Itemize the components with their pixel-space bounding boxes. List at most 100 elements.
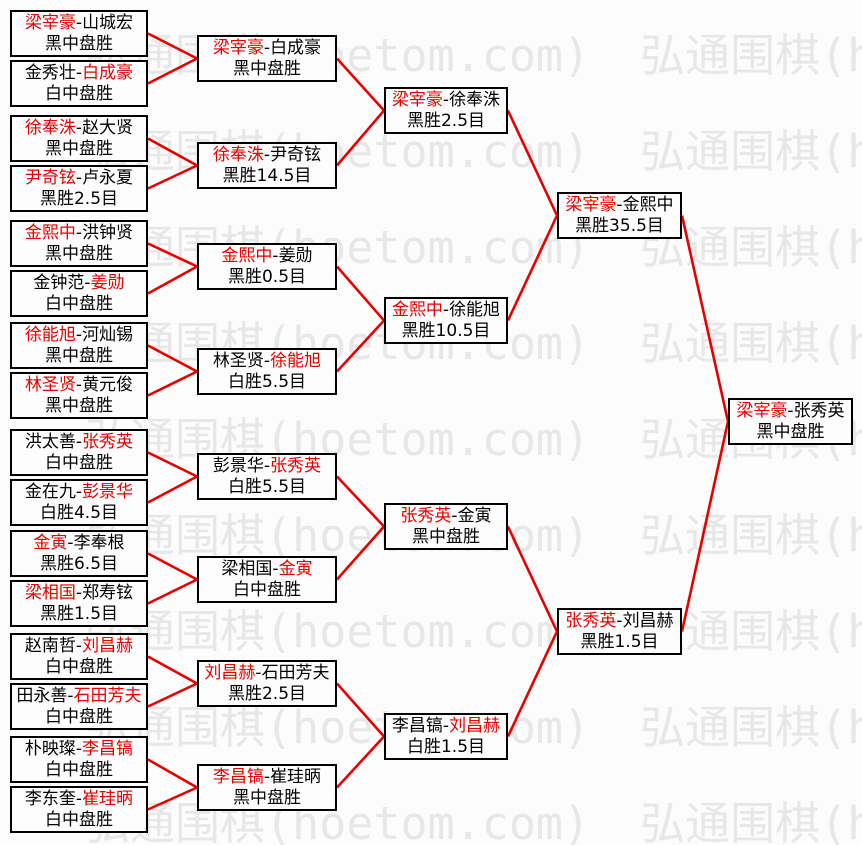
vs-dash: - bbox=[263, 766, 271, 787]
vs-dash: - bbox=[616, 610, 623, 631]
match-r3-m1: 梁宰豪-徐奉洙 黑胜2.5目 bbox=[384, 87, 508, 134]
vs-dash: - bbox=[272, 558, 279, 579]
player-name: 郑寿铉 bbox=[82, 582, 134, 603]
player-name: 赵大贤 bbox=[82, 117, 134, 138]
player-name: 黄元俊 bbox=[82, 374, 134, 395]
player-name: 梁宰豪 bbox=[24, 12, 76, 33]
vs-dash: - bbox=[75, 324, 83, 345]
match-r3-m2: 金熙中-徐能旭 黑胜10.5目 bbox=[384, 297, 508, 344]
player-name: 尹奇铉 bbox=[24, 167, 76, 188]
player-name: 徐能旭 bbox=[24, 324, 76, 345]
player-name: 金熙中 bbox=[391, 299, 443, 320]
watermark-text: 弘通围棋(hoetom.com) bbox=[85, 221, 591, 274]
player-name: 林圣贤 bbox=[24, 374, 76, 395]
match-result: 白胜5.5目 bbox=[227, 371, 307, 392]
vs-dash: - bbox=[255, 662, 262, 683]
match-r3-m3: 张秀英-金寅 黑中盘胜 bbox=[384, 503, 508, 550]
match-result: 白中盘胜 bbox=[45, 293, 113, 314]
player-name: 金寅 bbox=[278, 558, 313, 579]
vs-dash: - bbox=[75, 431, 83, 452]
match-r4-m2: 张秀英-刘昌赫 黑胜1.5目 bbox=[557, 608, 682, 655]
player-name: 张秀英 bbox=[400, 505, 452, 526]
match-r1-m15: 朴映璨-李昌镐 白中盘胜 bbox=[10, 736, 148, 783]
match-r1-m7: 徐能旭-河灿锡 黑中盘胜 bbox=[10, 322, 148, 369]
player-name: 金熙中 bbox=[24, 222, 76, 243]
player-name: 徐奉洙 bbox=[24, 117, 76, 138]
watermark-text: 弘通围棋(hoetom.com) bbox=[640, 29, 862, 82]
watermark-text: 弘通围棋(hoetom.com) bbox=[85, 413, 591, 466]
player-name: 徐奉洙 bbox=[212, 144, 264, 165]
player-name: 姜勋 bbox=[90, 272, 125, 293]
match-r2-m5: 彭景华-张秀英 白胜5.5目 bbox=[197, 453, 337, 500]
vs-dash: - bbox=[67, 685, 74, 706]
match-result: 黑胜35.5目 bbox=[575, 215, 664, 236]
vs-dash: - bbox=[75, 481, 83, 502]
vs-dash: - bbox=[84, 272, 91, 293]
match-result: 黑中盘胜 bbox=[412, 526, 480, 547]
vs-dash: - bbox=[75, 167, 83, 188]
match-result: 白中盘胜 bbox=[45, 706, 113, 727]
match-r2-m2: 徐奉洙-尹奇铉 黑胜14.5目 bbox=[197, 142, 337, 189]
player-name: 彭景华 bbox=[212, 455, 264, 476]
match-result: 黑中盘胜 bbox=[233, 58, 301, 79]
player-name: 金寅 bbox=[457, 505, 492, 526]
player-name: 徐能旭 bbox=[270, 350, 322, 371]
match-result: 白胜4.5目 bbox=[39, 502, 119, 523]
match-result: 黑中盘胜 bbox=[233, 787, 301, 808]
vs-dash: - bbox=[442, 89, 450, 110]
match-r1-m9: 洪太善-张秀英 白中盘胜 bbox=[10, 429, 148, 476]
match-r1-m8: 林圣贤-黄元俊 黑中盘胜 bbox=[10, 372, 148, 419]
player-name: 张秀英 bbox=[270, 455, 322, 476]
match-r3-m4: 李昌镐-刘昌赫 白胜1.5目 bbox=[384, 713, 508, 760]
match-result: 黑中盘胜 bbox=[45, 138, 113, 159]
watermark-text: 弘通围棋(hoetom.com) bbox=[85, 797, 591, 845]
player-name: 刘昌赫 bbox=[82, 635, 134, 656]
player-name: 卢永夏 bbox=[82, 167, 134, 188]
watermark-row: 弘通围棋(hoetom.com)弘通围棋(hoetom.com) bbox=[85, 801, 862, 845]
watermark-row: 弘通围棋(hoetom.com)弘通围棋(hoetom.com) bbox=[85, 33, 862, 78]
watermark-text: 弘通围棋(hoetom.com) bbox=[640, 125, 862, 178]
watermark-text: 弘通围棋(hoetom.com) bbox=[640, 317, 862, 370]
match-r1-m10: 金在九-彭景华 白胜4.5目 bbox=[10, 479, 148, 526]
match-result: 白中盘胜 bbox=[45, 452, 113, 473]
vs-dash: - bbox=[75, 788, 83, 809]
vs-dash: - bbox=[75, 738, 83, 759]
player-name: 彭景华 bbox=[82, 481, 134, 502]
player-name: 林圣贤 bbox=[212, 350, 264, 371]
match-result: 白中盘胜 bbox=[45, 83, 113, 104]
vs-dash: - bbox=[442, 299, 450, 320]
match-result: 黑胜2.5目 bbox=[406, 110, 486, 131]
match-r1-m12: 梁相国-郑寿铉 黑胜1.5目 bbox=[10, 580, 148, 627]
vs-dash: - bbox=[263, 350, 271, 371]
watermark-text: 弘通围棋(hoetom.com) bbox=[640, 797, 862, 845]
player-name: 尹奇铉 bbox=[270, 144, 322, 165]
match-r1-m14: 田永善-石田芳夫 白中盘胜 bbox=[10, 683, 148, 730]
match-r1-m4: 尹奇铉-卢永夏 黑胜2.5目 bbox=[10, 165, 148, 212]
player-name: 李东奎 bbox=[24, 788, 76, 809]
match-r2-m1: 梁宰豪-白成豪 黑中盘胜 bbox=[197, 35, 337, 82]
vs-dash: - bbox=[263, 455, 271, 476]
player-name: 刘昌赫 bbox=[622, 610, 674, 631]
player-name: 朴映璨 bbox=[24, 738, 76, 759]
match-r1-m13: 赵南哲-刘昌赫 白中盘胜 bbox=[10, 633, 148, 680]
player-name: 金寅 bbox=[33, 532, 68, 553]
player-name: 张秀英 bbox=[565, 610, 617, 631]
match-result: 黑胜14.5目 bbox=[222, 165, 312, 186]
watermark-text: 弘通围棋(hoetom.com) bbox=[85, 605, 591, 658]
player-name: 李昌镐 bbox=[391, 715, 443, 736]
match-result: 白胜5.5目 bbox=[227, 476, 307, 497]
player-name: 刘昌赫 bbox=[204, 662, 256, 683]
player-name: 石田芳夫 bbox=[261, 662, 330, 683]
player-name: 梁相国 bbox=[221, 558, 273, 579]
player-name: 田永善 bbox=[16, 685, 68, 706]
match-r1-m1: 梁宰豪-山城宏 黑中盘胜 bbox=[10, 10, 148, 57]
vs-dash: - bbox=[75, 374, 83, 395]
player-name: 梁宰豪 bbox=[212, 37, 264, 58]
match-r2-m8: 李昌镐-崔珪昞 黑中盘胜 bbox=[197, 764, 337, 811]
player-name: 金秀壮 bbox=[24, 62, 76, 83]
player-name: 崔珪昞 bbox=[82, 788, 134, 809]
match-result: 黑中盘胜 bbox=[45, 243, 113, 264]
match-result: 黑胜6.5目 bbox=[39, 553, 119, 574]
match-result: 黑中盘胜 bbox=[45, 345, 113, 366]
